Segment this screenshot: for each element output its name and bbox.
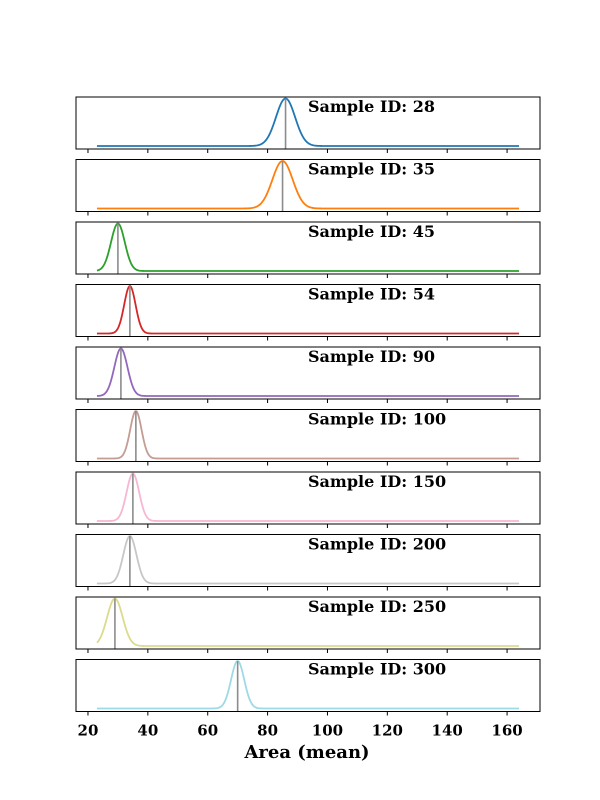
panel-label: Sample ID: 100 xyxy=(308,410,446,429)
panel-frame xyxy=(75,596,541,650)
panel-frame xyxy=(75,534,541,587)
panel-label: Sample ID: 35 xyxy=(308,160,435,179)
panel-label: Sample ID: 150 xyxy=(308,472,446,491)
panel-label: Sample ID: 45 xyxy=(308,222,435,241)
panel-frame xyxy=(75,159,541,212)
panel-8: Sample ID: 200 xyxy=(75,534,541,591)
panel-1: Sample ID: 28 xyxy=(75,96,541,153)
panel-10: Sample ID: 300 xyxy=(75,659,541,716)
panel-label: Sample ID: 250 xyxy=(308,597,446,616)
panel-2: Sample ID: 35 xyxy=(75,159,541,216)
density-curve xyxy=(96,160,520,210)
density-curve xyxy=(96,285,520,335)
panel-frame xyxy=(75,96,541,150)
density-curve xyxy=(96,97,520,147)
panel-frame xyxy=(75,221,541,275)
panel-label: Sample ID: 200 xyxy=(308,535,446,554)
panel-frame xyxy=(75,471,541,525)
x-tick-label: 120 xyxy=(372,722,403,740)
panel-label: Sample ID: 90 xyxy=(308,347,435,366)
x-axis-title: Area (mean) xyxy=(243,742,369,763)
panels-group: Sample ID: 28 Sample ID: 35 Sample ID: 45 S… xyxy=(75,96,541,716)
density-curve xyxy=(96,597,520,647)
density-curve xyxy=(96,535,520,585)
x-axis: 20 40 60 80 100 120 140 160 xyxy=(78,722,523,740)
panel-frame xyxy=(75,284,541,337)
panel-frame xyxy=(75,659,541,712)
panel-label: Sample ID: 300 xyxy=(308,660,446,679)
panel-label: Sample ID: 28 xyxy=(308,97,435,116)
panel-6: Sample ID: 100 xyxy=(75,409,541,466)
panel-4: Sample ID: 54 xyxy=(75,284,541,341)
panel-frame xyxy=(75,346,541,400)
density-curve xyxy=(96,347,520,397)
x-tick-label: 20 xyxy=(78,722,99,740)
density-curve xyxy=(96,410,520,460)
panel-label: Sample ID: 54 xyxy=(308,285,435,304)
panel-3: Sample ID: 45 xyxy=(75,221,541,278)
density-curve xyxy=(96,660,520,710)
density-curve xyxy=(96,222,520,272)
panel-9: Sample ID: 250 xyxy=(75,596,541,653)
x-tick-label: 140 xyxy=(432,722,463,740)
x-tick-label: 100 xyxy=(312,722,343,740)
density-curve xyxy=(96,472,520,522)
panel-7: Sample ID: 150 xyxy=(75,471,541,528)
panel-5: Sample ID: 90 xyxy=(75,346,541,403)
x-tick-label: 40 xyxy=(137,722,158,740)
x-tick-label: 60 xyxy=(197,722,218,740)
x-tick-label: 80 xyxy=(257,722,278,740)
panel-frame xyxy=(75,409,541,462)
x-tick-label: 160 xyxy=(491,722,522,740)
